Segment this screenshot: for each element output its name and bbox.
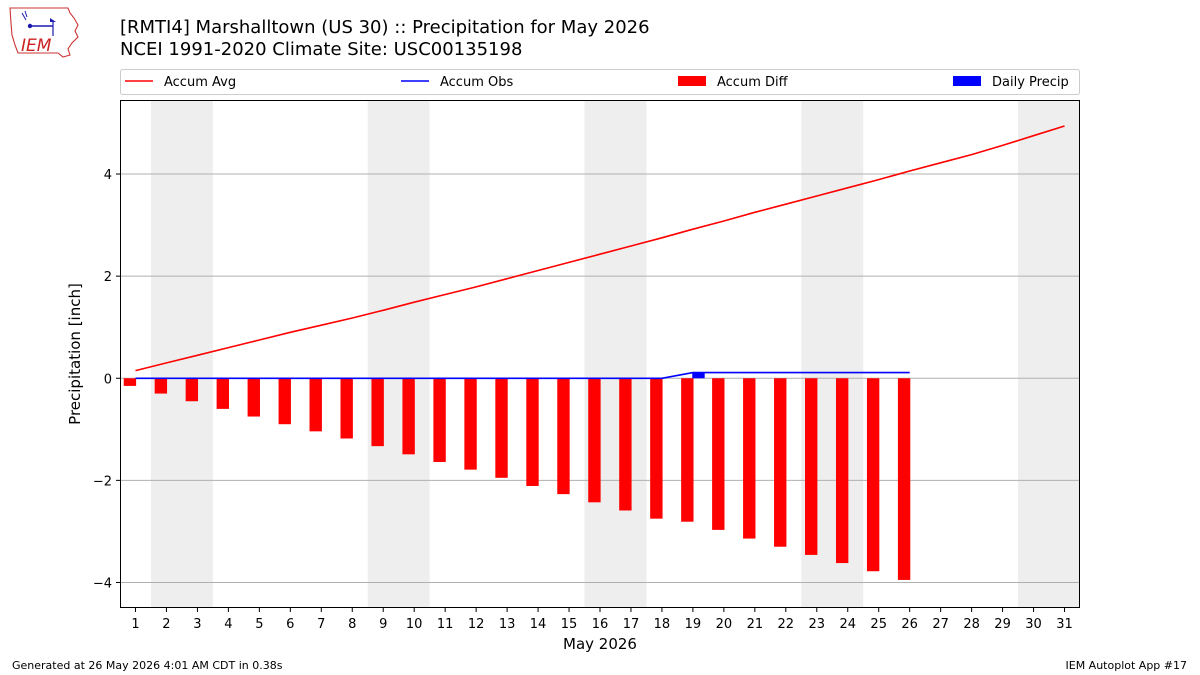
x-tick-label: 23: [809, 617, 826, 632]
x-tick-label: 29: [994, 617, 1011, 632]
generated-timestamp: Generated at 26 May 2026 4:01 AM CDT in …: [12, 659, 283, 672]
x-tick-label: 5: [255, 617, 263, 632]
accum-diff-bar: [526, 378, 539, 486]
x-tick-label: 11: [437, 617, 454, 632]
accum-diff-bar: [433, 378, 446, 462]
legend-label: Accum Diff: [717, 75, 789, 90]
x-tick-label: 26: [901, 617, 918, 632]
x-tick-label: 24: [839, 617, 856, 632]
x-tick-label: 25: [870, 617, 887, 632]
x-tick-label: 20: [716, 617, 733, 632]
accum-diff-bar: [743, 378, 756, 539]
legend: Accum Avg Accum Obs Accum Diff Daily Precip: [120, 69, 1080, 95]
accum-diff-bar: [866, 378, 880, 572]
x-tick-label: 17: [623, 617, 640, 632]
accum-diff-bar: [681, 378, 694, 522]
accum-diff-bar: [835, 378, 849, 564]
x-tick-label: 4: [224, 617, 232, 632]
x-tick-label: 18: [654, 617, 671, 632]
plot-frame: [120, 100, 1080, 608]
accum-diff-bar: [619, 378, 632, 511]
weekend-band: [367, 100, 430, 608]
weekend-band: [1018, 100, 1080, 608]
x-tick-label: 28: [963, 617, 980, 632]
accum-diff-bar: [247, 378, 260, 417]
legend-swatch-bar: [678, 76, 706, 86]
x-tick-label: 21: [747, 617, 764, 632]
legend-item: Accum Avg: [125, 75, 236, 90]
iowa-state-outline-icon: [9, 7, 79, 58]
weekend-shading: [150, 100, 1080, 608]
x-tick-label: 6: [286, 617, 294, 632]
accum-diff-bar: [712, 378, 725, 530]
legend-label: Accum Avg: [164, 75, 236, 90]
chart-subtitle: NCEI 1991-2020 Climate Site: USC00135198: [120, 39, 523, 60]
accum-diff-bar: [216, 378, 230, 409]
y-tick-label: 2: [104, 270, 112, 285]
accum-obs-line: [135, 371, 910, 380]
y-tick-label: 4: [104, 168, 112, 183]
x-tick-label: 9: [379, 617, 387, 632]
legend-frame: [120, 69, 1080, 95]
legend-item: Accum Diff: [678, 75, 789, 90]
x-tick-label: 3: [193, 617, 201, 632]
x-tick-label: 22: [778, 617, 795, 632]
accum-diff-bar: [557, 378, 570, 495]
y-tick-label: −4: [93, 576, 112, 591]
x-tick-label: 1: [131, 617, 139, 632]
x-tick-label: 14: [530, 617, 547, 632]
accum-diff-bar: [588, 378, 601, 503]
accum-diff-bar: [154, 378, 168, 394]
accum-diff-bar: [897, 378, 911, 580]
x-tick-label: 8: [348, 617, 356, 632]
daily-precip-bar: [692, 372, 705, 379]
accum-diff-bar: [495, 378, 508, 478]
x-tick-label: 27: [932, 617, 949, 632]
x-tick-label: 31: [1056, 617, 1073, 632]
y-axis-label: Precipitation [inch]: [66, 283, 84, 425]
legend-label: Accum Obs: [440, 75, 513, 90]
x-tick-label: 12: [468, 617, 485, 632]
x-tick-label: 19: [685, 617, 702, 632]
x-tick-label: 16: [592, 617, 609, 632]
app-id: IEM Autoplot App #17: [1065, 659, 1188, 672]
accum-diff-bar: [402, 378, 415, 455]
legend-item: Accum Obs: [401, 75, 513, 90]
accum-diff-bar: [774, 378, 787, 547]
x-tick-label: 10: [406, 617, 423, 632]
x-tick-label: 2: [162, 617, 170, 632]
accum-diff-bar: [185, 378, 199, 402]
x-tick-label: 13: [499, 617, 516, 632]
x-tick-label: 7: [317, 617, 325, 632]
accum-avg-line: [135, 125, 1065, 372]
accum-diff-bar: [464, 378, 477, 470]
x-ticks: 1 2 3 4 5 6 7 8 9 10 11 12 13 14 15 16 17 18 19 20 21 22 23 24 2…: [131, 608, 1073, 632]
bars: [123, 372, 911, 580]
chart-title: [RMTI4] Marshalltown (US 30) :: Precipit…: [120, 17, 650, 38]
accum-diff-bar: [309, 378, 322, 432]
y-tick-label: −2: [93, 474, 112, 489]
logo-text: IEM: [21, 36, 52, 56]
x-tick-label: 30: [1025, 617, 1042, 632]
accum-diff-bar: [650, 378, 663, 519]
legend-swatch-bar: [953, 76, 981, 86]
series-lines: [135, 125, 1065, 380]
x-tick-label: 15: [561, 617, 578, 632]
accum-diff-bar: [805, 378, 818, 555]
axes: [120, 100, 1080, 608]
accum-diff-bar: [123, 378, 137, 386]
x-axis-label: May 2026: [563, 635, 637, 653]
y-ticks: 4 2 0 −2 −4: [93, 168, 120, 591]
iem-logo: IEM: [9, 7, 79, 58]
accum-diff-bar: [371, 378, 384, 447]
weekend-band: [584, 100, 647, 608]
y-tick-label: 0: [104, 372, 112, 387]
accum-diff-bar: [278, 378, 291, 425]
legend-label: Daily Precip: [992, 75, 1069, 90]
legend-item: Daily Precip: [953, 75, 1069, 90]
accum-diff-bar: [340, 378, 353, 439]
